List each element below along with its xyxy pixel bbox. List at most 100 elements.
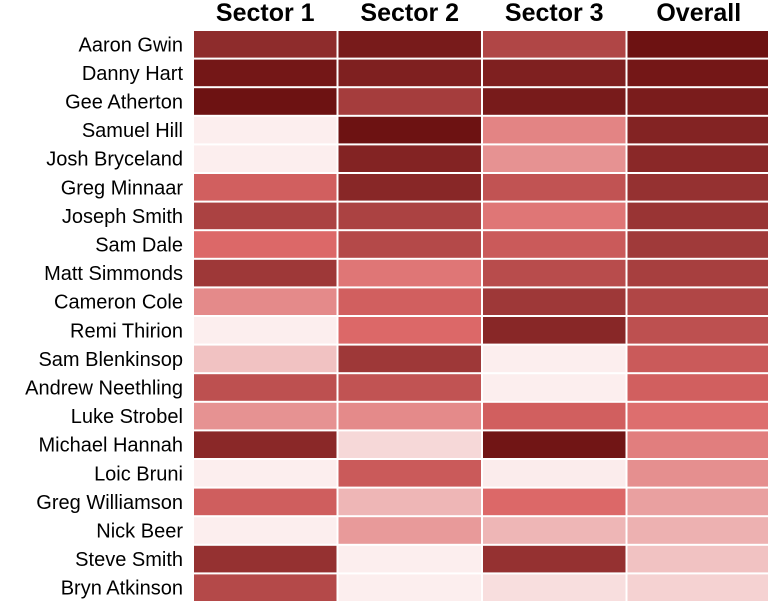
row-label: Greg Williamson [36, 492, 183, 514]
heatmap-cell [194, 31, 337, 58]
row-label: Joseph Smith [62, 206, 183, 228]
heatmap-cell [338, 174, 481, 201]
heatmap-cell [627, 174, 768, 201]
row-label: Nick Beer [96, 521, 183, 543]
heatmap-cell [483, 59, 626, 87]
column-header: Overall [656, 0, 741, 27]
heatmap-cell [483, 517, 626, 544]
row-label: Sam Blenkinsop [38, 349, 183, 371]
row-label: Remi Thirion [70, 320, 183, 342]
heatmap-cell [194, 402, 337, 430]
heatmap-cell [627, 31, 768, 58]
heatmap-cell [483, 460, 626, 487]
column-header: Sector 2 [360, 0, 459, 27]
heatmap-cell [194, 460, 337, 487]
row-label: Michael Hannah [38, 435, 183, 457]
heatmap-cell [194, 231, 337, 258]
heatmap-cell [338, 345, 481, 373]
column-header: Sector 1 [216, 0, 315, 27]
heatmap-cell [338, 317, 481, 344]
heatmap-cell [627, 374, 768, 401]
heatmap-cell [338, 517, 481, 544]
heatmap-cell [483, 174, 626, 201]
heatmap-cell [627, 202, 768, 230]
heatmap-cell [627, 574, 768, 601]
heatmap-cell [338, 116, 481, 144]
heatmap-cell [194, 517, 337, 544]
heatmap-cell [194, 145, 337, 172]
heatmap-cell [627, 431, 768, 458]
heatmap-cell [483, 431, 626, 458]
heatmap-cell [627, 488, 768, 516]
row-label: Bryn Atkinson [61, 578, 183, 600]
heatmap-cell [483, 31, 626, 58]
heatmap-cell [338, 202, 481, 230]
heatmap-cell [194, 88, 337, 115]
heatmap-cell [338, 431, 481, 458]
heatmap-cell [627, 345, 768, 373]
heatmap-cell [338, 402, 481, 430]
heatmap-cell [194, 202, 337, 230]
row-label: Gee Atherton [65, 92, 183, 114]
heatmap-cell [627, 145, 768, 172]
heatmap-cell [338, 460, 481, 487]
heatmap-cell [194, 345, 337, 373]
heatmap-cell [627, 288, 768, 315]
heatmap-cell [194, 545, 337, 573]
row-label: Sam Dale [95, 235, 183, 257]
row-label: Samuel Hill [82, 120, 183, 142]
heatmap-cell [194, 488, 337, 516]
heatmap-cell [627, 460, 768, 487]
heatmap-cell [338, 145, 481, 172]
heatmap-cell [194, 288, 337, 315]
heatmap-cell [483, 259, 626, 287]
row-label: Loic Bruni [94, 463, 183, 485]
heatmap-cell [338, 574, 481, 601]
row-label: Luke Strobel [71, 406, 183, 428]
row-label: Greg Minnaar [61, 177, 184, 199]
heatmap-cell [194, 174, 337, 201]
heatmap-cell [483, 402, 626, 430]
row-label: Danny Hart [82, 63, 184, 85]
heatmap-cells [194, 31, 768, 601]
heatmap-cell [483, 488, 626, 516]
heatmap-cell [194, 317, 337, 344]
heatmap-cell [194, 59, 337, 87]
row-label: Steve Smith [75, 549, 183, 571]
heatmap-cell [338, 488, 481, 516]
column-headers: Sector 1 Sector 2 Sector 3 Overall [216, 0, 741, 27]
heatmap-cell [483, 202, 626, 230]
heatmap-cell [338, 231, 481, 258]
heatmap-cell [338, 31, 481, 58]
heatmap-cell [338, 88, 481, 115]
heatmap-cell [194, 374, 337, 401]
heatmap-cell [483, 574, 626, 601]
heatmap-cell [338, 288, 481, 315]
heatmap-cell [483, 288, 626, 315]
heatmap-cell [627, 88, 768, 115]
heatmap-cell [483, 374, 626, 401]
heatmap-cell [627, 231, 768, 258]
heatmap-cell [483, 345, 626, 373]
heatmap-cell [338, 259, 481, 287]
heatmap-cell [483, 317, 626, 344]
heatmap-cell [338, 374, 481, 401]
heatmap-cell [627, 517, 768, 544]
heatmap-cell [483, 116, 626, 144]
heatmap-cell [627, 402, 768, 430]
row-label: Cameron Cole [54, 292, 183, 314]
heatmap-cell [627, 545, 768, 573]
heatmap-cell [627, 59, 768, 87]
heatmap-cell [483, 145, 626, 172]
heatmap-cell [194, 574, 337, 601]
row-label: Andrew Neethling [25, 378, 183, 400]
heatmap-cell [627, 259, 768, 287]
row-label: Aaron Gwin [79, 34, 184, 56]
heatmap-cell [194, 116, 337, 144]
heatmap-cell [627, 116, 768, 144]
heatmap-cell [627, 317, 768, 344]
heatmap-cell [483, 88, 626, 115]
row-label: Josh Bryceland [46, 149, 183, 171]
heatmap-cell [338, 545, 481, 573]
